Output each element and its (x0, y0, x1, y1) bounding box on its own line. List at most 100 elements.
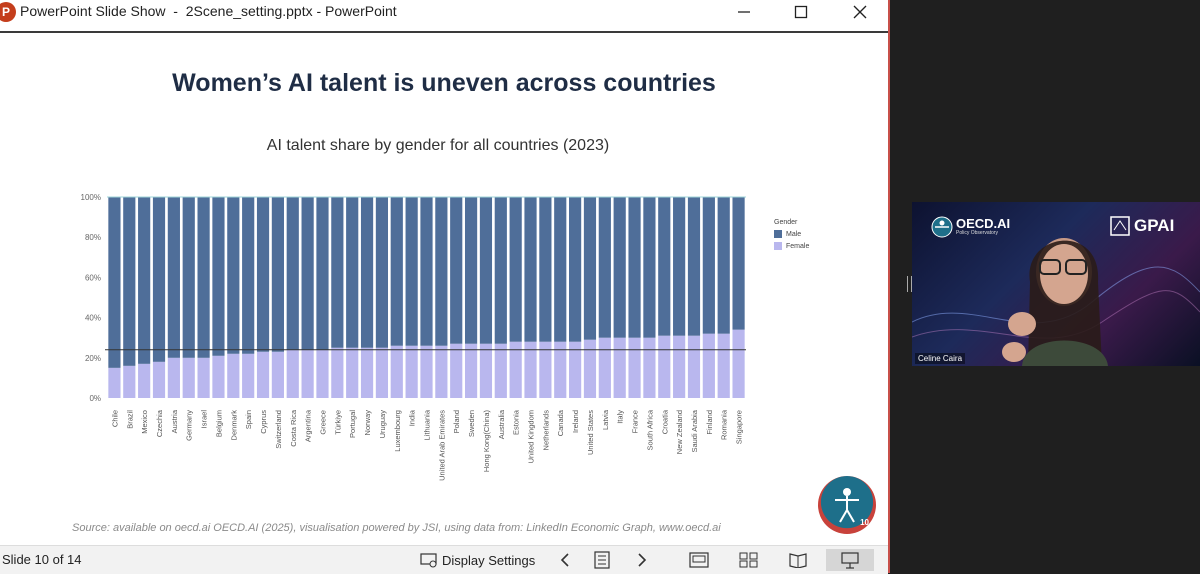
bar-male (286, 197, 299, 350)
bar-female (108, 367, 121, 398)
normal-view-button[interactable] (686, 549, 712, 571)
bar-female (390, 345, 403, 398)
close-icon (853, 5, 867, 19)
x-tick-label: Denmark (229, 410, 238, 441)
slide-sorter-icon (739, 552, 758, 568)
bar-female (256, 351, 270, 398)
chart-title: AI talent share by gender for all countr… (266, 137, 610, 154)
bar-male (256, 197, 270, 352)
display-settings-icon (420, 553, 437, 568)
bar-male (123, 197, 136, 366)
reading-view-icon (789, 553, 807, 568)
oecd-ai-subtitle: Policy Observatory (956, 230, 998, 236)
x-tick-label: Italy (616, 410, 625, 424)
x-tick-label: Ireland (571, 410, 580, 433)
vitruvian-figure-icon (835, 488, 859, 523)
x-tick-label: Germany (185, 410, 194, 441)
bar-male (613, 197, 626, 338)
y-tick-label: 20% (85, 354, 101, 363)
legend-item-female: Female (774, 242, 809, 250)
slide-show-button[interactable] (826, 549, 874, 571)
bar-male (643, 197, 656, 338)
bar-male (212, 197, 225, 356)
x-tick-label: Spain (244, 410, 253, 429)
previous-slide-button[interactable] (552, 549, 578, 571)
bar-female (687, 335, 701, 398)
close-button[interactable] (840, 0, 880, 24)
maximize-button[interactable] (781, 0, 821, 24)
powerpoint-app-icon: P (0, 2, 16, 22)
next-slide-button[interactable] (629, 549, 655, 571)
x-tick-label: Sweden (467, 410, 476, 437)
bar-female (583, 339, 597, 398)
x-tick-label: Singapore (735, 410, 744, 444)
bar-male (182, 197, 195, 358)
bar-male (435, 197, 448, 346)
bar-male (717, 197, 730, 334)
x-tick-label: Saudi Arabia (690, 409, 699, 452)
x-tick-label: Portugal (348, 410, 357, 438)
bar-female (152, 361, 166, 398)
bar-female (405, 345, 418, 398)
bar-female (494, 343, 507, 398)
video-background-wave (912, 238, 1200, 366)
oecd-ai-wordmark: OECD.AI (956, 216, 1011, 231)
normal-view-icon (689, 552, 709, 568)
bar-female (613, 337, 626, 398)
bar-male (331, 197, 344, 348)
bar-male (494, 197, 507, 344)
x-tick-label: France (631, 410, 640, 433)
legend-label-male: Male (786, 230, 802, 238)
x-tick-label: United Kingdom (527, 410, 536, 463)
x-tick-label: Costa Rica (289, 409, 298, 447)
bar-female (286, 349, 299, 398)
legend-swatch-male (774, 230, 782, 238)
x-tick-label: Finland (705, 410, 714, 435)
x-tick-label: United Arab Emirates (437, 410, 446, 481)
display-settings-label: Display Settings (442, 552, 536, 568)
gpai-badge-icon (1110, 216, 1130, 236)
x-tick-label: Belgium (214, 410, 223, 437)
bar-male (524, 197, 537, 342)
chart-legend: Gender Male Female (774, 219, 809, 250)
bar-male (673, 197, 686, 336)
bar-female (242, 353, 255, 398)
slide-counter: Slide 10 of 14 (2, 552, 82, 567)
slide-page-number: 10 (860, 518, 869, 527)
x-tick-label: Australia (497, 409, 506, 439)
bar-male (242, 197, 255, 354)
bar-male (405, 197, 418, 346)
bar-female (375, 347, 389, 398)
x-tick-label: India (408, 409, 417, 426)
panel-resize-handle[interactable] (907, 276, 912, 292)
see-all-slides-button[interactable] (589, 549, 615, 571)
bar-male (464, 197, 478, 344)
bar-male (346, 197, 359, 348)
x-tick-label: Greece (318, 410, 327, 435)
legend-label-female: Female (786, 242, 810, 250)
slide-canvas[interactable]: Women’s AI talent is uneven across count… (0, 31, 888, 547)
x-tick-label: Romania (720, 409, 729, 440)
oecd-ai-badge-icon (931, 216, 953, 238)
x-tick-label: Poland (452, 410, 461, 433)
x-tick-label: Uruguay (378, 410, 387, 439)
bar-female (479, 343, 493, 398)
x-tick-label: Luxembourg (393, 410, 402, 452)
bar-male (271, 197, 284, 352)
x-tick-label: Israel (200, 410, 209, 429)
bar-female (569, 341, 582, 398)
x-tick-label: Mexico (140, 410, 149, 434)
minimize-button[interactable] (724, 0, 764, 24)
bar-female (673, 335, 686, 398)
x-tick-label: Norway (363, 410, 372, 436)
participant-video-tile[interactable]: OECD.AI Policy Observatory GPAI Celine C… (912, 202, 1200, 366)
bar-male (167, 197, 180, 358)
legend-title: Gender (774, 219, 798, 226)
bar-female (212, 355, 225, 398)
display-settings-button[interactable]: Display Settings (420, 550, 535, 570)
chevron-right-icon (638, 553, 647, 567)
stacked-bar-chart: 0% 20% 40% 60% 80% 100% Chile Brazil Mexico Czech… (81, 193, 746, 481)
slide-sorter-button[interactable] (736, 549, 762, 571)
reading-view-button[interactable] (785, 549, 811, 571)
oecd-ai-logo: 10 (818, 476, 876, 534)
